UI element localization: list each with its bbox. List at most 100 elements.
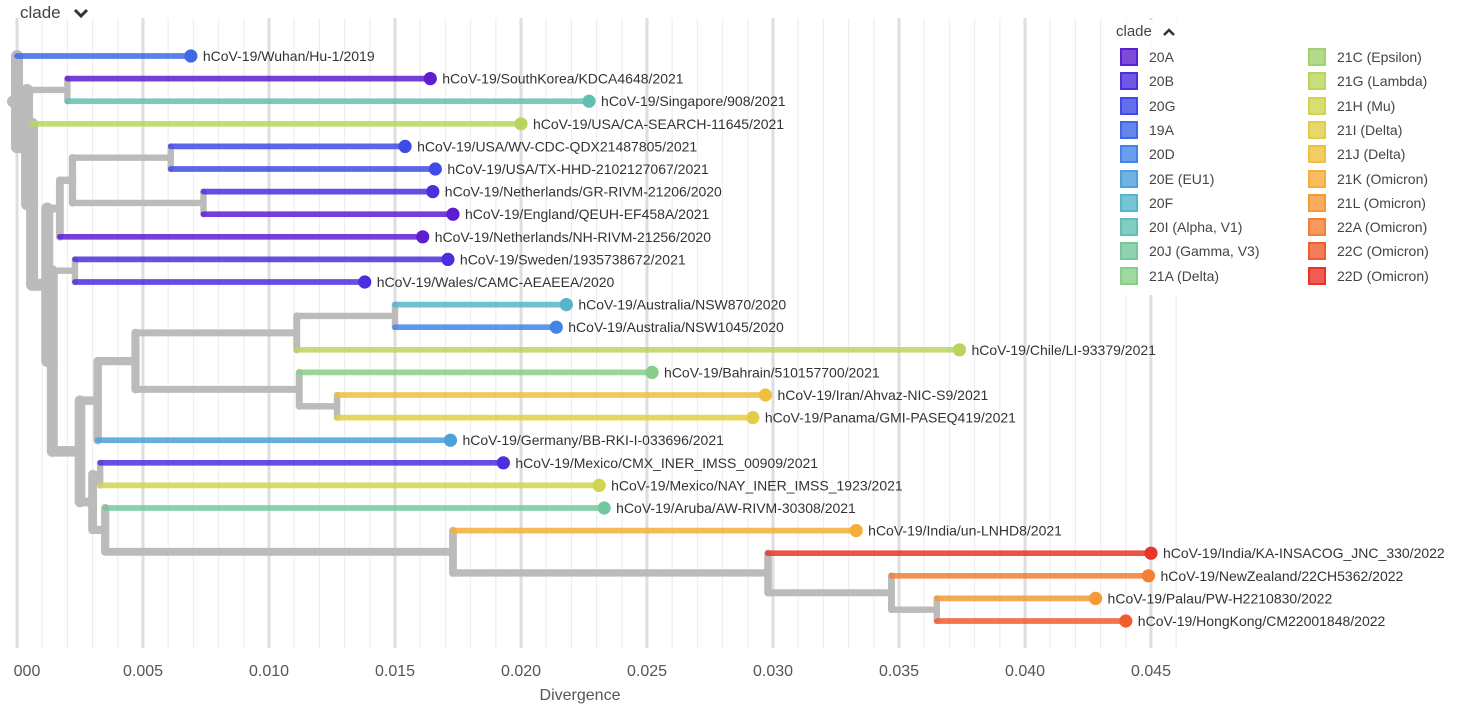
tip-node[interactable]: [446, 207, 460, 221]
legend-swatch: [1308, 193, 1326, 212]
tip-label[interactable]: hCoV-19/Aruba/AW-RIVM-30308/2021: [616, 500, 856, 516]
legend-item[interactable]: 20I (Alpha, V1): [1120, 218, 1242, 237]
tip-label[interactable]: hCoV-19/Bahrain/510157700/2021: [664, 364, 880, 380]
tip-node[interactable]: [358, 275, 372, 289]
legend-item[interactable]: 22C (Omicron): [1308, 242, 1429, 261]
tip-node[interactable]: [597, 501, 611, 515]
legend-item[interactable]: 21I (Delta): [1308, 120, 1403, 139]
legend-header[interactable]: clade: [1116, 23, 1176, 40]
tip-node[interactable]: [952, 343, 967, 357]
tip-label[interactable]: hCoV-19/Wales/CAMC-AEAEEA/2020: [377, 274, 615, 290]
legend-item[interactable]: 21A (Delta): [1120, 266, 1219, 285]
tip-node[interactable]: [1088, 591, 1103, 606]
tip-label[interactable]: hCoV-19/Sweden/1935738672/2021: [460, 251, 686, 267]
tip-label[interactable]: hCoV-19/USA/CA-SEARCH-11645/2021: [533, 116, 784, 132]
legend-swatch: [1120, 48, 1138, 66]
x-tick-label: 0.020: [501, 663, 541, 680]
legend-swatch: [1120, 72, 1138, 91]
legend-label: 20D: [1149, 146, 1175, 163]
tip-node[interactable]: [582, 94, 596, 108]
tip-label[interactable]: hCoV-19/India/KA-INSACOG_JNC_330/2022: [1163, 545, 1445, 561]
tip-label[interactable]: hCoV-19/SouthKorea/KDCA4648/2021: [442, 71, 683, 87]
tip-label[interactable]: hCoV-19/HongKong/CM22001848/2022: [1138, 613, 1386, 629]
legend-item[interactable]: 19A: [1120, 120, 1174, 139]
legend-label: 21C (Epsilon): [1337, 49, 1422, 65]
chevron-down-icon: [73, 8, 88, 19]
x-tick-label: 0.015: [375, 663, 415, 680]
legend-swatch: [1120, 169, 1138, 188]
legend-label: 21I (Delta): [1337, 121, 1403, 138]
legend-swatch: [1308, 266, 1326, 285]
tip-node[interactable]: [441, 252, 455, 266]
legend-item[interactable]: 20A: [1120, 48, 1174, 66]
tip-label[interactable]: hCoV-19/Australia/NSW870/2020: [578, 297, 786, 313]
x-tick-label: 0.045: [1131, 663, 1171, 680]
tip-node[interactable]: [398, 139, 412, 153]
tip-label[interactable]: hCoV-19/Netherlands/NH-RIVM-21256/2020: [435, 229, 711, 245]
legend-item[interactable]: 20G: [1120, 96, 1175, 115]
tip-label[interactable]: hCoV-19/India/un-LNHD8/2021: [868, 523, 1062, 539]
color-by-label: clade: [20, 3, 61, 22]
legend-label: 20E (EU1): [1149, 170, 1215, 187]
tip-node[interactable]: [428, 162, 442, 176]
legend-swatch: [1308, 169, 1326, 188]
legend-item[interactable]: 22A (Omicron): [1308, 218, 1428, 237]
color-by-header[interactable]: clade: [20, 2, 89, 24]
tip-node[interactable]: [426, 185, 440, 199]
legend-swatch: [1308, 120, 1326, 139]
tip-label[interactable]: hCoV-19/USA/TX-HHD-2102127067/2021: [447, 161, 709, 177]
tip-node[interactable]: [849, 523, 863, 538]
tip-label[interactable]: hCoV-19/Netherlands/GR-RIVM-21206/2020: [445, 184, 722, 200]
tip-node[interactable]: [549, 320, 563, 334]
tip-label[interactable]: hCoV-19/USA/WV-CDC-QDX21487805/2021: [417, 138, 697, 154]
tree-tips: hCoV-19/Wuhan/Hu-1/2019 hCoV-19/SouthKore…: [184, 48, 1445, 629]
tip-node[interactable]: [645, 365, 659, 379]
tip-node[interactable]: [184, 49, 198, 63]
tip-label[interactable]: hCoV-19/Mexico/NAY_INER_IMSS_1923/2021: [611, 477, 903, 493]
tip-node[interactable]: [443, 433, 458, 447]
legend-item[interactable]: 21L (Omicron): [1308, 193, 1426, 212]
legend-item[interactable]: 20D: [1120, 145, 1175, 164]
tip-node[interactable]: [423, 71, 437, 86]
legend-item[interactable]: 20E (EU1): [1120, 169, 1215, 188]
tip-node[interactable]: [1141, 569, 1156, 583]
legend-label: 20J (Gamma, V3): [1149, 243, 1260, 260]
legend-label: 22C (Omicron): [1337, 243, 1429, 260]
tip-node[interactable]: [1119, 614, 1133, 628]
legend-label: 22A (Omicron): [1337, 219, 1428, 236]
legend-item[interactable]: 20B: [1120, 72, 1174, 91]
tip-label[interactable]: hCoV-19/Chile/LI-93379/2021: [971, 342, 1156, 358]
tip-node[interactable]: [592, 478, 606, 492]
tip-label[interactable]: hCoV-19/Australia/NSW1045/2020: [568, 319, 784, 335]
tip-node[interactable]: [1144, 546, 1158, 560]
legend-label: 21J (Delta): [1337, 146, 1406, 163]
tip-node[interactable]: [758, 388, 773, 402]
legend-item[interactable]: 21C (Epsilon): [1308, 48, 1422, 66]
tip-node[interactable]: [514, 117, 528, 131]
legend-item[interactable]: 21K (Omicron): [1308, 169, 1428, 188]
tip-node[interactable]: [559, 298, 573, 312]
tip-node[interactable]: [496, 456, 510, 470]
tip-label[interactable]: hCoV-19/Singapore/908/2021: [601, 93, 786, 109]
tip-node[interactable]: [416, 230, 430, 244]
tip-label[interactable]: hCoV-19/NewZealand/22CH5362/2022: [1160, 568, 1403, 584]
legend-swatch: [1120, 242, 1138, 261]
legend-item[interactable]: 20F: [1120, 193, 1173, 212]
x-axis-title: Divergence: [540, 687, 621, 704]
tip-label[interactable]: hCoV-19/Iran/Ahvaz-NIC-S9/2021: [777, 387, 988, 403]
legend-swatch: [1308, 242, 1326, 261]
tip-label[interactable]: hCoV-19/Panama/GMI-PASEQ419/2021: [765, 410, 1016, 426]
tip-node[interactable]: [746, 411, 760, 425]
legend-item[interactable]: 21G (Lambda): [1308, 72, 1428, 91]
legend-label: 21G (Lambda): [1337, 73, 1428, 90]
tip-label[interactable]: hCoV-19/Wuhan/Hu-1/2019: [203, 48, 375, 64]
tip-label[interactable]: hCoV-19/Germany/BB-RKI-I-033696/2021: [462, 432, 724, 448]
legend-swatch: [1120, 266, 1138, 285]
tip-label[interactable]: hCoV-19/Mexico/CMX_INER_IMSS_00909/2021: [515, 455, 818, 471]
legend-item[interactable]: 21H (Mu): [1308, 96, 1395, 115]
legend-item[interactable]: 21J (Delta): [1308, 145, 1406, 164]
tip-label[interactable]: hCoV-19/Palau/PW-H2210830/2022: [1108, 590, 1333, 606]
legend-item[interactable]: 20J (Gamma, V3): [1120, 242, 1260, 261]
tip-label[interactable]: hCoV-19/England/QEUH-EF458A/2021: [465, 206, 710, 222]
legend-item[interactable]: 22D (Omicron): [1308, 266, 1429, 285]
